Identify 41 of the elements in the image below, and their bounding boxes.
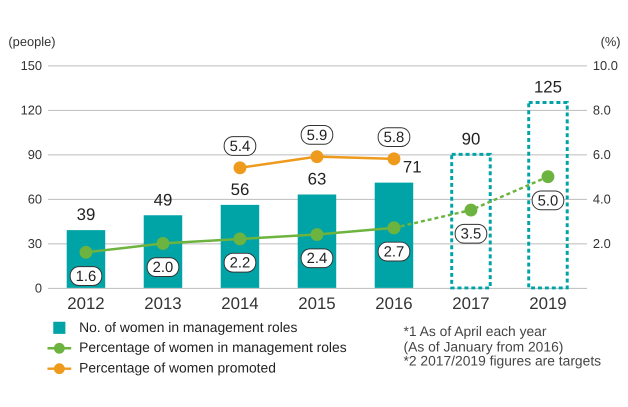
- data-label: 125: [534, 78, 562, 97]
- y2-tick-label: 2.0: [592, 236, 611, 251]
- y2-tick-label: 4.0: [592, 191, 611, 206]
- text: *1 As of April each year (As of January from 2016): [404, 322, 564, 355]
- y2-tick-label: 6.0: [592, 146, 611, 162]
- y-tick-label: 120: [20, 102, 42, 118]
- y2-tick-label: 10.0: [592, 58, 618, 73]
- y-axis-title: (people): [8, 34, 56, 50]
- y2-axis-title: (%): [600, 34, 621, 50]
- data-label: 39: [76, 205, 96, 224]
- data-label: 5.8: [384, 130, 404, 146]
- x-tick-label: 2015: [298, 294, 336, 314]
- data-label: 71: [402, 158, 422, 177]
- y-tick-label: 90: [28, 146, 42, 162]
- data-label: 1.6: [76, 269, 96, 285]
- x-tick-label: 2019: [529, 294, 567, 314]
- legend-label: Percentage of women promoted: [79, 360, 276, 376]
- data-label: 5.4: [230, 138, 250, 155]
- data-label: 3.5: [460, 226, 482, 243]
- y2-tick-label: 8.0: [592, 102, 611, 118]
- legend-label: Percentage of women in management roles: [79, 339, 347, 356]
- x-tick-label: 2016: [375, 294, 413, 314]
- legend-label: No. of women in management roles: [79, 318, 298, 335]
- x-tick-label: 2012: [67, 294, 105, 314]
- y-tick-label: 0: [34, 280, 42, 296]
- data-label: 2.7: [384, 244, 404, 261]
- x-tick-label: 2017: [452, 294, 490, 314]
- data-label: 2.4: [306, 251, 328, 268]
- data-label: 5.0: [538, 193, 558, 210]
- y-tick-label: 150: [20, 58, 42, 73]
- data-label: 49: [154, 190, 172, 210]
- y-tick-label: 30: [28, 236, 42, 251]
- data-label: 90: [462, 130, 480, 149]
- x-tick-label: 2014: [221, 294, 259, 314]
- data-label: 56: [230, 180, 250, 199]
- data-label: 5.9: [306, 128, 328, 144]
- data-label: 63: [308, 170, 326, 189]
- data-label: 2.2: [230, 256, 250, 272]
- x-tick-label: 2013: [144, 294, 182, 314]
- y-tick-label: 60: [28, 191, 42, 206]
- data-label: 2.0: [152, 260, 174, 276]
